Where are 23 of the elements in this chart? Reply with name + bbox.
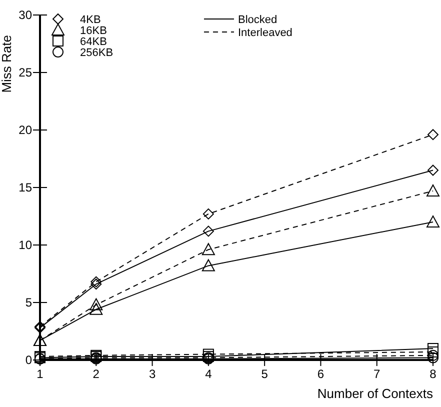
annotation: Interleaved xyxy=(238,27,292,39)
x-tick-label: 6 xyxy=(317,367,324,381)
x-tick-label: 8 xyxy=(430,367,437,381)
annotation: Blocked xyxy=(238,14,278,26)
x-tick-label: 4 xyxy=(205,367,212,381)
y-tick-label: 10 xyxy=(18,238,32,252)
legend-label: 64KB xyxy=(80,36,107,48)
y-tick-label: 0 xyxy=(25,353,32,367)
x-tick-label: 3 xyxy=(148,367,156,381)
x-tick-label: 5 xyxy=(261,367,268,381)
x-tick-label: 1 xyxy=(36,367,44,381)
y-tick-label: 25 xyxy=(18,66,32,80)
x-axis-title: Number of Contexts xyxy=(317,386,434,401)
y-tick-label: 20 xyxy=(18,123,32,137)
y-axis-title: Miss Rate xyxy=(0,35,14,93)
legend-label: 4KB xyxy=(80,14,101,26)
y-tick-label: 5 xyxy=(25,296,32,310)
legend-label: 16KB xyxy=(80,25,107,37)
x-tick-label: 2 xyxy=(92,367,100,381)
x-tick-label: 7 xyxy=(374,367,381,381)
legend-label: 256KB xyxy=(80,47,114,59)
y-tick-label: 15 xyxy=(18,180,32,194)
y-tick-label: 30 xyxy=(18,8,32,22)
